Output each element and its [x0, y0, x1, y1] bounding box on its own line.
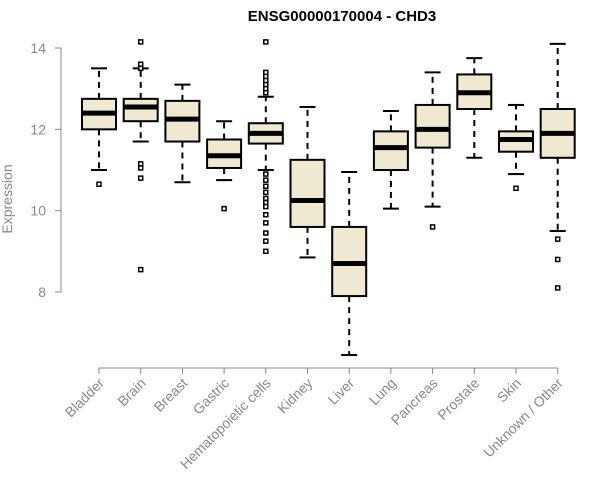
box-kidney: [289, 105, 326, 259]
x-tick-label: Bladder: [62, 375, 108, 421]
boxes-group: [81, 39, 576, 357]
outlier-point: [429, 224, 436, 230]
iqr-box: [289, 158, 326, 228]
outlier-point: [137, 39, 144, 45]
x-tick-label: Lung: [366, 375, 399, 408]
outlier-point: [137, 65, 144, 72]
y-tick-label: 12: [30, 121, 46, 137]
y-tick-label: 10: [30, 203, 46, 219]
y-axis: 8 10 12 14: [30, 40, 62, 300]
outlier-point: [263, 39, 269, 45]
x-tick-label: Liver: [325, 375, 358, 408]
outlier-point: [263, 89, 269, 96]
box-breast: [164, 83, 201, 184]
outlier-point: [263, 248, 269, 255]
box-liver: [331, 171, 368, 357]
y-tick-label: 8: [38, 284, 46, 300]
outlier-point: [137, 165, 144, 171]
outlier-point: [137, 266, 144, 273]
box-lung: [372, 110, 409, 210]
outlier-point: [221, 205, 227, 212]
box-gastric: [206, 120, 243, 212]
outlier-point: [263, 220, 269, 226]
y-tick-label: 14: [30, 40, 46, 56]
box-pancreas: [414, 71, 451, 230]
iqr-box: [122, 97, 159, 123]
iqr-box: [372, 130, 409, 172]
outlier-point: [513, 185, 519, 192]
chart-title: ENSG00000170004 - CHD3: [248, 8, 436, 25]
x-tick-label: Breast: [151, 375, 191, 415]
outlier-point: [263, 211, 269, 218]
box-prostate: [456, 57, 493, 159]
box-bladder: [81, 67, 117, 187]
box-brain: [122, 39, 159, 273]
outlier-point: [263, 238, 269, 244]
x-tick-label: Brain: [114, 375, 148, 409]
outlier-point: [263, 177, 269, 183]
outlier-point: [263, 183, 269, 190]
outlier-point: [263, 230, 269, 236]
outlier-point: [263, 171, 269, 177]
box-skin: [498, 103, 534, 192]
outlier-point: [554, 236, 561, 242]
y-axis-label: Expression: [0, 164, 15, 233]
x-tick-label: Kidney: [274, 375, 316, 417]
outlier-point: [263, 203, 269, 210]
x-tick-label: Skin: [494, 375, 525, 406]
outlier-point: [554, 256, 561, 263]
x-tick-label: Prostate: [434, 375, 482, 423]
outlier-point: [96, 181, 102, 187]
box-unknown-other: [539, 42, 576, 291]
outlier-point: [137, 175, 144, 181]
outlier-point: [263, 189, 269, 196]
iqr-box: [414, 103, 451, 149]
x-tick-label: Unknown / Other: [480, 375, 566, 461]
outlier-point: [554, 285, 561, 291]
box-hematopoietic-cells: [247, 39, 284, 255]
